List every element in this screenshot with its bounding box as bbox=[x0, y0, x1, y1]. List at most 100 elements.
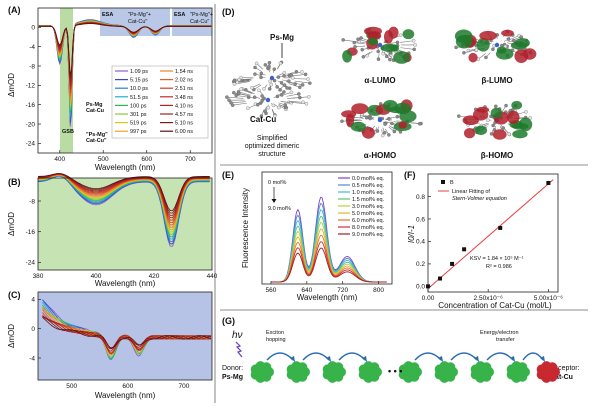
panel-f-ytick-label: 0.0 bbox=[416, 284, 425, 291]
panel-b-xticks: 380 400 420 440 bbox=[33, 273, 218, 280]
molecule-atom bbox=[412, 47, 416, 52]
annot2-a: "Ps-Mg" bbox=[86, 132, 108, 138]
panel-c-curve bbox=[42, 315, 212, 349]
molecule-atom bbox=[493, 104, 498, 109]
panel-g-tag: (G) bbox=[222, 316, 235, 326]
molecule-atom bbox=[489, 132, 494, 136]
molecule-atom bbox=[387, 133, 391, 137]
panel-b-xtick-label: 420 bbox=[149, 273, 160, 280]
esa-region-2 bbox=[172, 8, 212, 36]
molecule-atom bbox=[237, 77, 241, 82]
hop-arrowhead bbox=[438, 356, 443, 362]
blob-core bbox=[541, 365, 555, 379]
panel-a-ytick-label: -4 bbox=[29, 44, 35, 51]
molecule-atom bbox=[278, 88, 282, 92]
panel-a-xtick-label: 600 bbox=[141, 156, 152, 163]
donor-unit bbox=[398, 361, 422, 383]
panel-c-xticks: 500 600 700 bbox=[66, 383, 189, 390]
panel-c-ytick-label: -4 bbox=[29, 355, 35, 362]
molecule-bond bbox=[353, 116, 364, 119]
molecule-atom bbox=[276, 75, 281, 79]
legend-entry: 301 ps bbox=[130, 112, 147, 118]
molecule-atom bbox=[301, 100, 305, 104]
molecule-bond bbox=[292, 96, 309, 99]
panel-a-axes bbox=[37, 7, 213, 154]
panel-c-ytick-label: 0 bbox=[31, 326, 35, 333]
molecule-atom bbox=[341, 38, 345, 42]
molecule-atom bbox=[266, 105, 271, 110]
panel-f-yticks: 0.0 0.2 0.4 0.6 0.8 bbox=[416, 194, 431, 291]
molecule-atom bbox=[272, 78, 277, 83]
molecule-bond bbox=[237, 80, 252, 83]
panel-c-curves bbox=[42, 299, 212, 360]
molecule-atom bbox=[262, 87, 266, 91]
donor-unit bbox=[322, 361, 346, 383]
light-arrow-icon bbox=[235, 341, 243, 358]
molecule-atom bbox=[380, 133, 385, 138]
panel-c: (C) ΔmOD Wavelength (nm) 4 0 -4 500 600 700 bbox=[7, 290, 213, 400]
molecule-atom bbox=[486, 118, 490, 122]
acceptor-b: Cat-Cu bbox=[550, 374, 573, 381]
panel-b-tag: (B) bbox=[8, 177, 21, 187]
exciton-a: Exciton bbox=[266, 330, 284, 336]
molecule-atom bbox=[259, 114, 264, 118]
molecule-bond bbox=[238, 91, 251, 96]
molecule-atom bbox=[306, 77, 310, 81]
molecule-atom bbox=[364, 116, 369, 120]
f-legend-fit-a: Linear Fitting of bbox=[452, 189, 490, 195]
molecule-atom bbox=[304, 102, 309, 106]
molecule-atom bbox=[267, 61, 272, 65]
molecule-atom bbox=[413, 43, 417, 47]
panel-b-xlabel: Wavelength (nm) bbox=[95, 279, 156, 288]
molecule-atom bbox=[259, 75, 263, 80]
gsb-label: GSB bbox=[62, 129, 74, 135]
molecule-atom bbox=[365, 53, 369, 58]
orbital-lobe bbox=[476, 37, 490, 52]
molecule-atom bbox=[376, 49, 380, 54]
orbital-images bbox=[340, 26, 537, 140]
panel-f-ytick-label: 0.6 bbox=[416, 216, 425, 223]
e-bottom-label: 9.0 mol% bbox=[268, 206, 291, 212]
molecule-atom bbox=[262, 96, 266, 101]
caption-line2: optimized dimeric bbox=[245, 143, 300, 150]
metal-center bbox=[265, 97, 271, 103]
hop-arrow bbox=[450, 352, 478, 361]
esa-sub-1a: "Ps-Mg"+ bbox=[128, 12, 151, 18]
molecule-atom bbox=[232, 82, 237, 86]
panel-d: (D) Ps-Mg Cat-Cu Simplified optimized di… bbox=[222, 7, 537, 160]
blob-core bbox=[475, 365, 489, 379]
orbital-lobe bbox=[388, 26, 399, 39]
hop-arrowhead bbox=[474, 356, 479, 362]
orbital-lobe bbox=[351, 103, 369, 115]
panel-c-tag: (C) bbox=[8, 290, 21, 300]
molecule-atom bbox=[300, 70, 304, 74]
molecule-atom bbox=[269, 82, 273, 87]
molecule-atom bbox=[279, 93, 284, 97]
molecule-atom bbox=[282, 71, 287, 75]
orbital-lobe bbox=[492, 129, 507, 140]
panel-e-xtick-label: 720 bbox=[337, 287, 348, 294]
panel-e-xtick-label: 560 bbox=[266, 287, 277, 294]
orbital-lobe bbox=[479, 30, 497, 41]
orbital-lobe bbox=[490, 107, 503, 119]
donor-unit bbox=[470, 361, 494, 383]
molecule-atom bbox=[297, 92, 301, 96]
molecule-atom bbox=[303, 72, 308, 77]
legend-entry: 2.02 ns bbox=[175, 78, 193, 84]
donor-unit bbox=[358, 361, 382, 383]
molecule-atom bbox=[388, 57, 392, 62]
panel-b-axes bbox=[37, 177, 213, 271]
panel-c-ytick-label: 4 bbox=[31, 297, 35, 304]
molecule-atom bbox=[491, 47, 495, 51]
molecule-bond bbox=[231, 101, 246, 104]
molecule-atom bbox=[376, 57, 381, 61]
blob-core bbox=[291, 365, 305, 379]
molecule-atom bbox=[398, 33, 403, 37]
data-point bbox=[450, 261, 455, 266]
f-legend-b: B bbox=[450, 180, 454, 186]
blob-core bbox=[327, 365, 341, 379]
orbital-lobe bbox=[402, 29, 415, 40]
orbital-lobe bbox=[382, 99, 398, 112]
legend-entry: 6.00 ns bbox=[175, 129, 193, 135]
